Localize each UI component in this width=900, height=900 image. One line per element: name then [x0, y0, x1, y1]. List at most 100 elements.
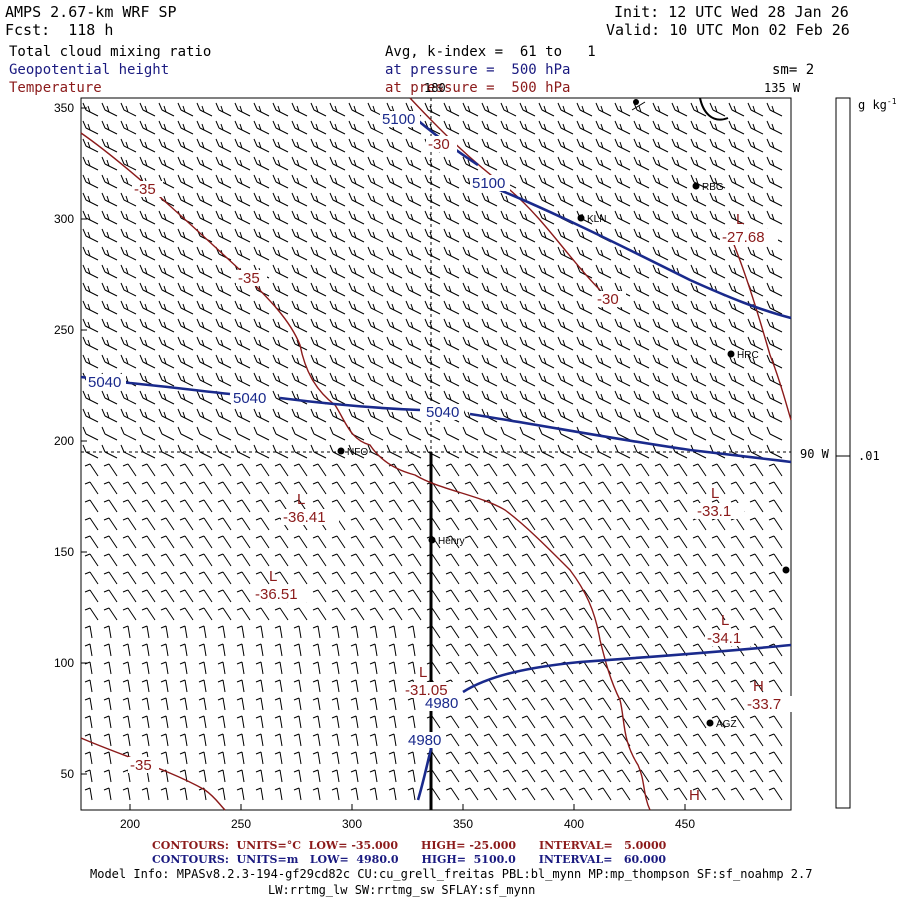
wind-barb [538, 426, 555, 441]
wind-barb [158, 444, 175, 459]
wind-barb [768, 499, 783, 513]
wind-barb [82, 102, 99, 117]
wind-barb [312, 715, 321, 729]
wind-barb [139, 156, 156, 171]
wind-barb [120, 408, 137, 423]
station-label: RBG [702, 182, 724, 193]
wind-barb [424, 354, 441, 369]
wind-barb [158, 282, 175, 297]
wind-barb [616, 589, 631, 603]
pressure-temperature: at pressure = 500 hPa [385, 80, 571, 96]
wind-barb [635, 787, 650, 801]
wind-barb [500, 444, 517, 459]
low-marker: L [736, 211, 744, 228]
wind-barb [331, 499, 346, 513]
wind-barb [690, 426, 707, 441]
wind-barb [160, 661, 169, 675]
wind-barb [500, 282, 517, 297]
wind-barb [443, 426, 460, 441]
low-value: -34.1 [707, 630, 741, 647]
wind-barb [179, 499, 194, 513]
wind-barb [369, 715, 378, 729]
height-label-bg [406, 732, 446, 748]
wind-barb [614, 156, 631, 171]
wind-barb [177, 264, 194, 279]
wind-barb [578, 715, 593, 729]
wind-barb [310, 354, 327, 369]
wind-barb [730, 517, 745, 531]
low-marker: L [721, 612, 729, 629]
wind-barb [576, 138, 593, 153]
wind-barb [331, 625, 340, 639]
wind-barb [654, 769, 669, 783]
wind-barb [331, 733, 340, 747]
wind-barb [766, 426, 783, 441]
wind-barb [312, 535, 327, 549]
wind-barb [538, 246, 555, 261]
wind-barb [576, 444, 593, 459]
station-label: AGZ [716, 719, 737, 730]
wind-barb [709, 156, 726, 171]
low-marker: L [419, 664, 427, 681]
wind-barb [120, 156, 137, 171]
wind-barb [711, 697, 726, 711]
wind-barb [291, 138, 308, 153]
wind-barb [272, 390, 289, 405]
wind-barb [483, 643, 498, 657]
wind-barb [540, 661, 555, 675]
wind-barb [329, 228, 346, 243]
wind-barb [747, 336, 764, 351]
wind-barb [500, 318, 517, 333]
wind-barb [141, 607, 156, 621]
wind-barb [540, 553, 555, 567]
wind-barb [616, 499, 631, 513]
wind-barb [407, 787, 416, 801]
wind-barb [635, 535, 650, 549]
wind-barb [101, 120, 118, 135]
wind-barb [709, 390, 726, 405]
wind-barb [728, 246, 745, 261]
wind-barb [692, 697, 707, 711]
wind-barb [386, 156, 403, 171]
wind-barb [578, 751, 593, 765]
wind-barb [749, 481, 764, 495]
station-label: NFO [347, 447, 368, 458]
wind-barb [481, 300, 498, 315]
wind-barb [274, 769, 283, 783]
wind-barb [234, 426, 251, 441]
coastline-fragment [631, 101, 646, 111]
wind-barb [445, 499, 460, 513]
wind-barb [578, 463, 593, 477]
wind-barb [730, 679, 745, 693]
wind-barb [443, 156, 460, 171]
x-tick-label: 450 [675, 817, 695, 831]
wind-barb [103, 463, 118, 477]
wind-barb [559, 571, 574, 585]
wind-barb [614, 318, 631, 333]
wind-barb [369, 571, 384, 585]
wind-barb [367, 318, 384, 333]
wind-barb [103, 679, 112, 693]
wind-barb [348, 318, 365, 333]
wind-barb [388, 643, 397, 657]
wind-barb [350, 733, 359, 747]
init-time: Init: 12 UTC Wed 28 Jan 26 [614, 3, 849, 21]
wind-barb [540, 571, 555, 585]
wind-barb [749, 589, 764, 603]
wind-barb [293, 661, 302, 675]
wind-barb [557, 120, 574, 135]
wind-barb [177, 354, 194, 369]
wind-barb [196, 138, 213, 153]
wind-barb [730, 535, 745, 549]
wind-barb [198, 607, 213, 621]
wind-barb [443, 390, 460, 405]
wind-barb [234, 138, 251, 153]
wind-barb [692, 769, 707, 783]
height-label: 5100 [382, 111, 415, 128]
wind-barb [540, 589, 555, 603]
wind-barb [768, 571, 783, 585]
wind-barb [730, 751, 745, 765]
wind-barb [464, 715, 479, 729]
wind-barb [749, 769, 764, 783]
wind-barb [196, 300, 213, 315]
